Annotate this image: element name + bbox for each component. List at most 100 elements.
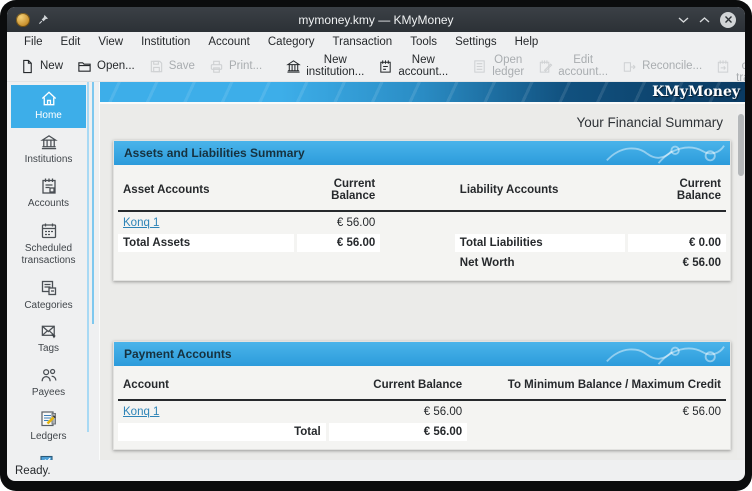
sidebar-item-institutions[interactable]: Institutions — [11, 129, 86, 172]
print-button[interactable]: Print... — [202, 55, 269, 78]
toolbar-button-label: Save — [168, 60, 195, 72]
home-icon — [41, 91, 56, 106]
menu-settings[interactable]: Settings — [455, 35, 497, 48]
edit-account-button[interactable]: Edit account... — [531, 50, 615, 82]
investments-icon — [39, 455, 57, 460]
sidebar-scrollbar-thumb[interactable] — [92, 82, 94, 324]
payment-total-value: € 56.00 — [328, 423, 468, 441]
content-scrollbar-track[interactable] — [737, 106, 745, 458]
pin-icon[interactable] — [38, 14, 49, 25]
menu-category[interactable]: Category — [267, 35, 315, 48]
assets-liabilities-table: Asset Accounts Current Balance Liability… — [118, 165, 726, 272]
sidebar-item-accounts[interactable]: Accounts — [11, 172, 86, 216]
column-header: Current Balance — [373, 379, 463, 391]
close-button[interactable] — [720, 11, 736, 28]
section-title: Payment Accounts — [124, 347, 232, 361]
sidebar-item-ledgers[interactable]: Ledgers — [11, 405, 86, 449]
account-link-konq1[interactable]: Konq 1 — [123, 406, 160, 418]
credit-transfer-icon — [717, 59, 729, 73]
menu-account[interactable]: Account — [208, 35, 250, 48]
spacer-cell — [628, 214, 726, 232]
toolbar-button-label: New institution... — [306, 54, 365, 78]
toolbar: New Open... Save Print... New insti — [7, 48, 745, 84]
sidebar-item-label: Institutions — [24, 153, 73, 165]
sidebar-item-tags[interactable]: Tags — [11, 318, 86, 361]
menu-tools[interactable]: Tools — [410, 35, 438, 48]
sidebar-item-label: Payees — [31, 386, 66, 398]
reconcile-button[interactable]: Reconcile... — [615, 55, 709, 78]
minimize-button[interactable] — [678, 16, 689, 24]
toolbar-button-label: Reconcile... — [642, 60, 703, 72]
ledgers-icon — [40, 411, 56, 427]
sidebar-item-label: Accounts — [27, 198, 70, 209]
new-credit-transfer-button[interactable]: New credit transfer — [709, 44, 745, 88]
scheduled-transactions-icon — [41, 223, 56, 238]
sidebar-item-scheduled-transactions[interactable]: Scheduled transactions — [11, 217, 86, 273]
kmymoney-window: mymoney.kmy — KMyMoney File Edit — [7, 7, 745, 481]
menu-edit[interactable]: Edit — [60, 35, 81, 48]
spacer-cell — [118, 254, 294, 272]
column-header: To Minimum Balance / Maximum Credit — [507, 379, 721, 391]
sidebar: Home Institutions Accounts Scheduled tra… — [7, 82, 99, 460]
page-title: Your Financial Summary — [576, 115, 723, 130]
new-account-button[interactable]: New account... — [371, 50, 455, 82]
payees-icon — [41, 368, 56, 381]
categories-icon — [41, 280, 56, 295]
header-divider — [118, 399, 726, 401]
new-file-icon — [23, 59, 32, 73]
accounts-icon — [41, 178, 56, 194]
new-institution-button[interactable]: New institution... — [279, 50, 371, 82]
flourish-decoration — [606, 145, 725, 164]
menu-file[interactable]: File — [24, 35, 43, 48]
menu-transaction[interactable]: Transaction — [332, 35, 393, 48]
sidebar-item-label: Scheduled transactions — [21, 242, 76, 267]
account-link-konq1[interactable]: Konq 1 — [123, 217, 160, 229]
sidebar-item-label: Categories — [24, 299, 73, 311]
sidebar-item-label: Ledgers — [30, 431, 67, 442]
spacer-cell — [455, 214, 625, 232]
toolbar-button-label: Print... — [228, 60, 263, 72]
payment-min-balance-cell: € 56.00 — [682, 406, 721, 418]
status-message: Ready. — [15, 464, 51, 477]
sidebar-item-investments[interactable]: Investments — [11, 450, 86, 460]
spacer-cell — [297, 254, 380, 272]
sidebar-scrollbar-track[interactable] — [87, 82, 89, 432]
sidebar-item-categories[interactable]: Categories — [11, 274, 86, 318]
kmymoney-app-icon[interactable] — [16, 12, 30, 27]
total-assets-value: € 56.00 — [296, 234, 381, 252]
titlebar-right — [626, 11, 736, 28]
menu-help[interactable]: Help — [514, 35, 539, 48]
new-button[interactable]: New — [13, 55, 70, 78]
column-header: Current Balance — [331, 178, 376, 202]
kmymoney-logo: KMyMoney — [652, 84, 740, 100]
open-button[interactable]: Open... — [70, 55, 142, 78]
column-header: Account — [123, 379, 169, 391]
spacer-cell — [383, 254, 452, 272]
open-ledger-button[interactable]: Open ledger — [465, 50, 531, 82]
menu-institution[interactable]: Institution — [141, 35, 191, 48]
toolbar-button-label: New — [40, 60, 64, 72]
sidebar-item-label: Home — [35, 110, 62, 121]
net-worth-value: € 56.00 — [682, 257, 721, 269]
menu-view[interactable]: View — [98, 35, 124, 48]
toolbar-button-label: New credit transfer — [736, 48, 745, 84]
reconcile-icon — [623, 61, 636, 72]
home-content: Your Financial Summary Assets and Liabil… — [100, 102, 745, 460]
total-liabilities-value: € 0.00 — [627, 234, 726, 252]
edit-account-icon — [540, 59, 553, 73]
main-view: KMyMoney Your Financial Summary Assets a… — [99, 82, 745, 460]
toolbar-button-label: Open... — [97, 60, 135, 72]
toolbar-button-label: Open ledger — [492, 54, 525, 78]
sidebar-item-payees[interactable]: Payees — [11, 362, 86, 405]
titlebar-left — [16, 12, 126, 27]
save-button[interactable]: Save — [142, 55, 202, 78]
total-liabilities-label: Total Liabilities — [454, 234, 625, 252]
column-spacer — [383, 165, 452, 208]
maximize-button[interactable] — [699, 16, 710, 24]
sidebar-item-label: Tags — [37, 343, 60, 354]
content-scrollbar-thumb[interactable] — [738, 114, 744, 176]
open-folder-icon — [78, 61, 91, 72]
sidebar-item-home[interactable]: Home — [11, 85, 86, 128]
spacer-cell — [383, 234, 452, 252]
